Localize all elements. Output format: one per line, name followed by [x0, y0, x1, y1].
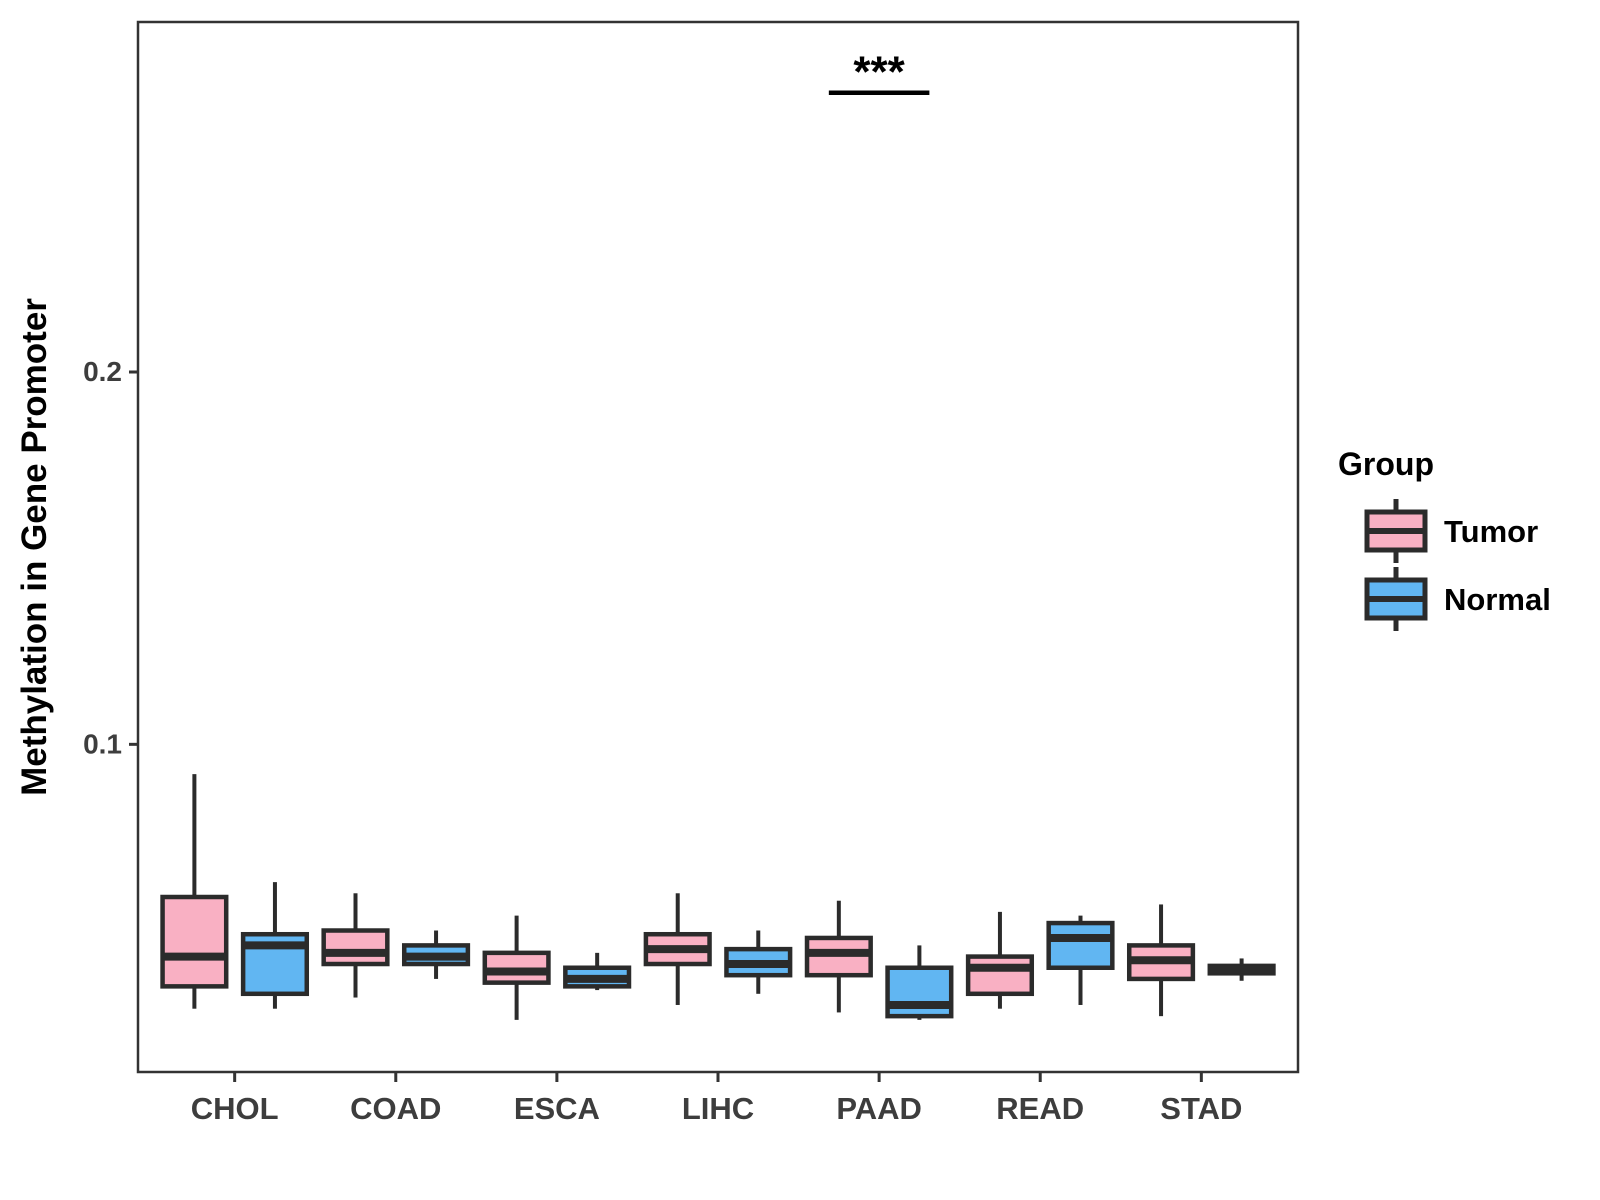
legend-title: Group — [1338, 446, 1434, 482]
series-tumor — [160, 774, 1196, 1020]
y-tick-label: 0.1 — [83, 728, 122, 759]
box-chol-tumor — [160, 774, 229, 1009]
box-read-normal — [1046, 915, 1115, 1005]
box-chol-normal — [240, 882, 310, 1009]
box-paad-normal — [885, 945, 954, 1020]
box-esca-normal — [563, 952, 632, 991]
box-coad-normal — [401, 930, 471, 979]
series-normal — [240, 882, 1276, 1020]
box-esca-tumor — [482, 915, 551, 1020]
iqr-box — [965, 954, 1035, 997]
x-tick-label: PAAD — [836, 1091, 922, 1126]
iqr-box — [321, 928, 390, 967]
y-axis-title: Methylation in Gene Promoter — [15, 298, 54, 796]
x-tick-label: ESCA — [514, 1091, 600, 1126]
box-stad-normal — [1207, 958, 1276, 981]
x-tick-label: LIHC — [682, 1091, 754, 1126]
legend-entry-normal: Normal — [1364, 567, 1551, 631]
box-stad-tumor — [1126, 904, 1196, 1017]
legend-label: Normal — [1444, 582, 1551, 617]
iqr-box — [160, 894, 229, 989]
x-tick-label: READ — [996, 1091, 1084, 1126]
significance-annotation: *** — [828, 48, 930, 97]
x-axis: CHOL COAD ESCA LIHC PAAD READ STAD — [191, 1072, 1242, 1126]
box-lihc-normal — [724, 930, 793, 994]
box-coad-tumor — [321, 893, 390, 998]
box-lihc-tumor — [643, 893, 712, 1005]
box-read-tumor — [965, 911, 1035, 1009]
y-tick-label: 0.2 — [83, 356, 122, 387]
plot-panel — [136, 20, 1300, 1074]
legend-label: Tumor — [1444, 514, 1538, 549]
significance-stars: *** — [853, 48, 905, 97]
x-tick-label: STAD — [1160, 1091, 1242, 1126]
box-paad-tumor — [804, 900, 873, 1013]
x-tick-label: COAD — [350, 1091, 441, 1126]
iqr-box — [1046, 920, 1115, 970]
x-tick-label: CHOL — [191, 1091, 279, 1126]
legend: Group Tumor Normal — [1338, 446, 1551, 631]
legend-entry-tumor: Tumor — [1364, 499, 1538, 563]
y-axis: 0.1 0.2 — [83, 356, 138, 759]
